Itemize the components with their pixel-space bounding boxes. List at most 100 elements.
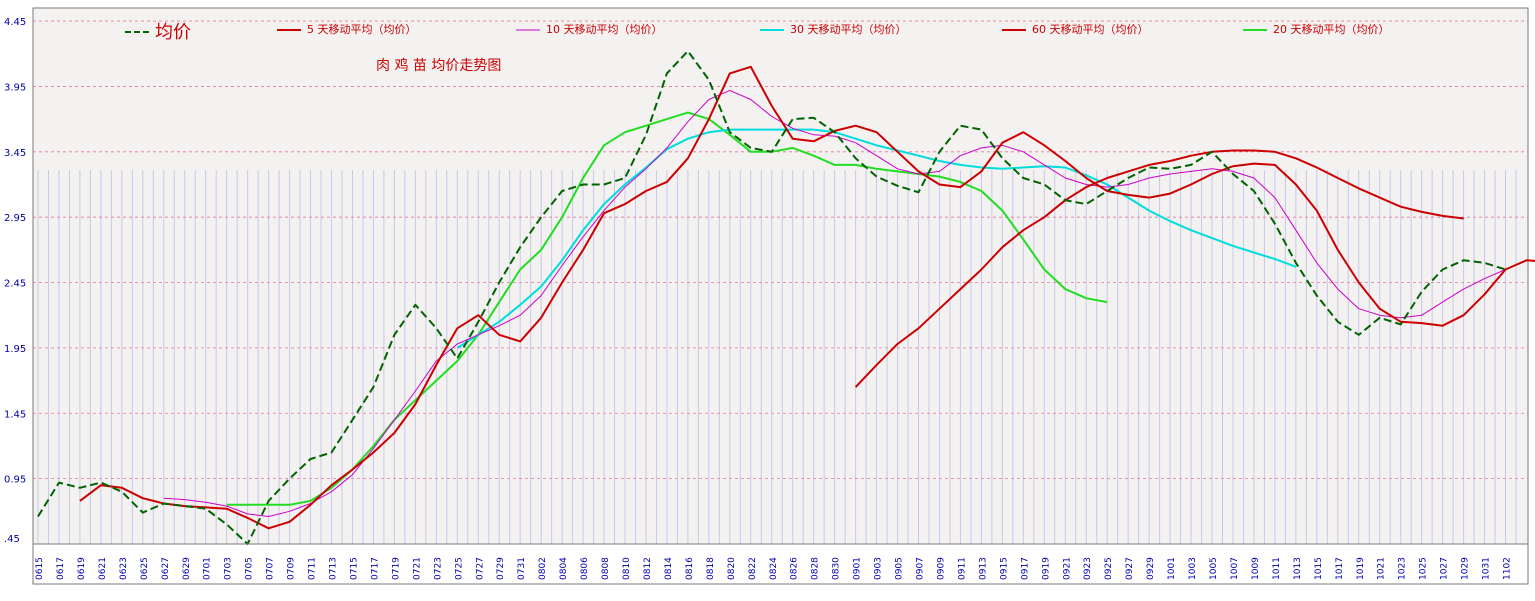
x-tick-label: 0719 (391, 557, 401, 580)
x-tick-label: 0731 (517, 557, 527, 580)
x-tick-label: 0923 (1083, 557, 1093, 580)
x-tick-label: 0619 (77, 557, 87, 580)
x-tick-label: 0818 (706, 557, 716, 580)
x-tick-label: 1019 (1356, 557, 1366, 580)
x-tick-label: 0725 (454, 557, 464, 580)
x-tick-label: 0625 (140, 557, 150, 580)
x-tick-label: 0810 (622, 557, 632, 580)
series-lines (37, 50, 1535, 545)
x-tick-label: 0915 (999, 557, 1009, 580)
y-tick-label: 3.95 (4, 82, 26, 93)
y-tick-label: 1.45 (4, 409, 26, 420)
x-tick-label: 0802 (538, 557, 548, 580)
x-tick-label: 0729 (496, 557, 506, 580)
x-tick-label: 0913 (978, 557, 988, 580)
x-tick-label: 0828 (811, 557, 821, 580)
legend-label: 5 天移动平均（均价） (307, 23, 417, 36)
x-tick-label: 0925 (1104, 557, 1114, 580)
x-tick-label: 0905 (895, 557, 905, 580)
x-tick-label: 1009 (1251, 557, 1261, 580)
y-tick-label: 4.45 (4, 17, 26, 28)
x-tick-label: 0822 (748, 557, 758, 580)
x-tick-label: 1007 (1230, 557, 1240, 580)
x-tick-label: 0816 (685, 557, 695, 580)
x-tick-label: 0615 (35, 557, 45, 580)
series-line-3 (456, 128, 1297, 349)
series-line-4 (854, 149, 1464, 388)
x-tick-label: 0705 (245, 557, 255, 580)
x-tick-label: 0727 (475, 557, 485, 580)
x-axis-tick-labels: 0615 0617 0619 0621 0623 0625 0627 0629 0701 0703… (35, 557, 1513, 580)
x-tick-label: 0621 (98, 557, 108, 580)
x-tick-label: 0812 (643, 557, 653, 580)
x-tick-label: 0806 (580, 557, 590, 580)
x-tick-label: 0627 (161, 557, 171, 580)
x-tick-label: 1027 (1440, 557, 1450, 580)
x-tick-label: 0909 (936, 557, 946, 580)
x-tick-label: 1011 (1272, 557, 1282, 580)
legend: 均价 5 天移动平均（均价） 10 天移动平均（均价） 30 天移动平均（均价） 60 … (125, 22, 1390, 43)
x-tick-label: 0717 (370, 557, 380, 580)
y-tick-label: .45 (4, 534, 20, 545)
x-tick-label: 1015 (1314, 557, 1324, 580)
x-tick-label: 0929 (1146, 557, 1156, 580)
x-tick-label: 0711 (308, 557, 318, 580)
x-tick-label: 0804 (559, 557, 569, 580)
x-tick-label: 0713 (329, 557, 339, 580)
x-tick-label: 0808 (601, 557, 611, 580)
legend-label: 30 天移动平均（均价） (790, 23, 907, 36)
chart-title: 肉 鸡 苗 均价走势图 (376, 57, 501, 74)
x-tick-label: 0824 (769, 557, 779, 580)
legend-label: 均价 (155, 22, 191, 43)
x-tick-label: 0814 (664, 557, 674, 580)
legend-label: 60 天移动平均（均价） (1032, 23, 1149, 36)
x-tick-label: 0703 (224, 557, 234, 580)
x-tick-label: 0927 (1125, 557, 1135, 580)
series-line-5 (226, 111, 1108, 506)
x-tick-label: 0623 (119, 557, 129, 580)
x-tick-label: 0903 (874, 557, 884, 580)
x-tick-label: 1021 (1377, 557, 1387, 580)
x-tick-label: 0921 (1062, 557, 1072, 580)
x-tick-label: 1017 (1335, 557, 1345, 580)
x-tick-label: 0709 (287, 557, 297, 580)
y-axis-tick-labels: .45 0.95 1.45 1.95 2.45 2.95 3.45 3.95 4.45 (4, 17, 26, 545)
x-tick-label: 1029 (1461, 557, 1471, 580)
series-line-1 (79, 65, 1535, 530)
x-tick-label: 0629 (182, 557, 192, 580)
x-tick-label: 1013 (1293, 557, 1303, 580)
y-tick-label: 2.45 (4, 279, 26, 290)
x-tick-label: 1005 (1209, 557, 1219, 580)
x-tick-label: 1102 (1503, 557, 1513, 580)
x-tick-label: 0901 (853, 557, 863, 580)
x-tick-label: 1003 (1188, 557, 1198, 580)
legend-label: 10 天移动平均（均价） (546, 23, 663, 36)
x-tick-label: 0617 (56, 557, 66, 580)
series-line-0 (37, 50, 1506, 545)
x-tick-label: 0701 (203, 557, 213, 580)
x-tick-label: 0907 (916, 557, 926, 580)
legend-label: 20 天移动平均（均价） (1273, 23, 1390, 36)
y-tick-label: 3.45 (4, 148, 26, 159)
x-tick-label: 0723 (433, 557, 443, 580)
y-tick-label: 0.95 (4, 475, 26, 486)
x-tick-label: 0917 (1020, 557, 1030, 580)
x-tick-label: 1001 (1167, 557, 1177, 580)
x-tick-label: 0911 (957, 557, 967, 580)
x-tick-label: 0707 (266, 557, 276, 580)
x-tick-label: 0919 (1041, 557, 1051, 580)
x-tick-label: 0826 (790, 557, 800, 580)
x-tick-label: 1031 (1482, 557, 1492, 580)
x-tick-label: 1023 (1398, 557, 1408, 580)
x-tick-label: 0715 (349, 557, 359, 580)
y-tick-label: 2.95 (4, 213, 26, 224)
series-line-2 (163, 89, 1506, 517)
daily-bars (37, 170, 1517, 544)
x-tick-label: 0721 (412, 557, 422, 580)
x-axis-strip (32, 543, 1529, 585)
y-tick-label: 1.95 (4, 344, 26, 355)
x-tick-label: 0820 (727, 557, 737, 580)
x-tick-label: 1025 (1419, 557, 1429, 580)
x-tick-label: 0830 (832, 557, 842, 580)
